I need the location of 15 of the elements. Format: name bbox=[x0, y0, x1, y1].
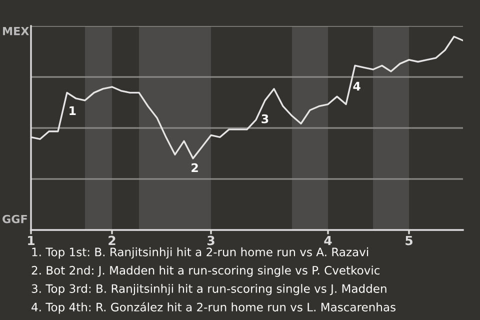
text: 3. Top 3rd: B. Ranjitsinhji hit a run-scoring single vs J. Madden bbox=[32, 284, 386, 296]
x-tick-label: 2 bbox=[108, 236, 116, 246]
x-tick-label: 4 bbox=[324, 236, 332, 246]
text: 2. Bot 2nd: J. Madden hit a run-scoring single vs P. Cvetkovic bbox=[32, 266, 380, 277]
x-tick-label: 5 bbox=[406, 236, 412, 246]
text: GGF bbox=[2, 214, 27, 224]
annotation: 1 bbox=[70, 106, 76, 115]
text: MEX bbox=[3, 26, 29, 36]
x-tick-label: 3 bbox=[207, 236, 214, 246]
text: 1. Top 1st: B. Ranjitsinhji hit a 2-run home run vs A. Razavi bbox=[32, 247, 368, 259]
x-tick-label: 1 bbox=[28, 236, 34, 246]
text: 4. Top 4th: R. González hit a 2-run home run vs L. Mascarenhas bbox=[32, 302, 396, 314]
annotation: 3 bbox=[262, 114, 268, 124]
annotation: 2 bbox=[192, 163, 198, 172]
annotation: 4 bbox=[353, 82, 360, 90]
